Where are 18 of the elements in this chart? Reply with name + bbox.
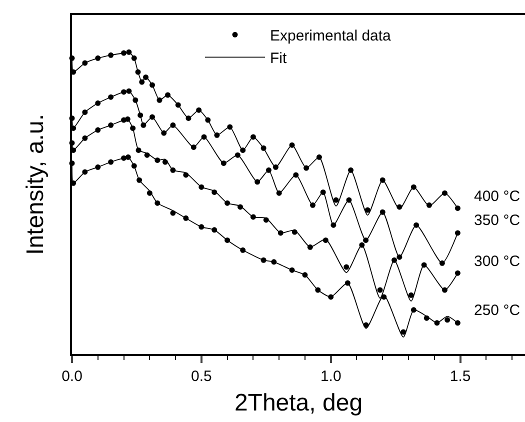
annotation: 250 °C xyxy=(474,302,520,319)
annotation: 350 °C xyxy=(474,212,520,229)
point xyxy=(377,287,383,293)
point xyxy=(454,205,460,211)
legend-label: Fit xyxy=(270,50,288,67)
annotation: 300 °C xyxy=(474,253,520,270)
x-tick-label: 0.5 xyxy=(191,368,212,385)
x-axis-title: 2Theta, deg xyxy=(234,390,363,417)
x-tick-label: 0.0 xyxy=(62,368,82,385)
point xyxy=(408,292,414,298)
x-tick-label: 1.5 xyxy=(450,368,471,385)
point xyxy=(333,197,339,203)
point xyxy=(344,264,350,270)
point xyxy=(444,317,450,323)
legend-label: Experimental data xyxy=(270,27,392,44)
annotation: 400 °C xyxy=(474,188,520,205)
x-tick-label: 1.0 xyxy=(320,368,342,385)
y-axis-title: Intensity, a.u. xyxy=(22,114,49,255)
